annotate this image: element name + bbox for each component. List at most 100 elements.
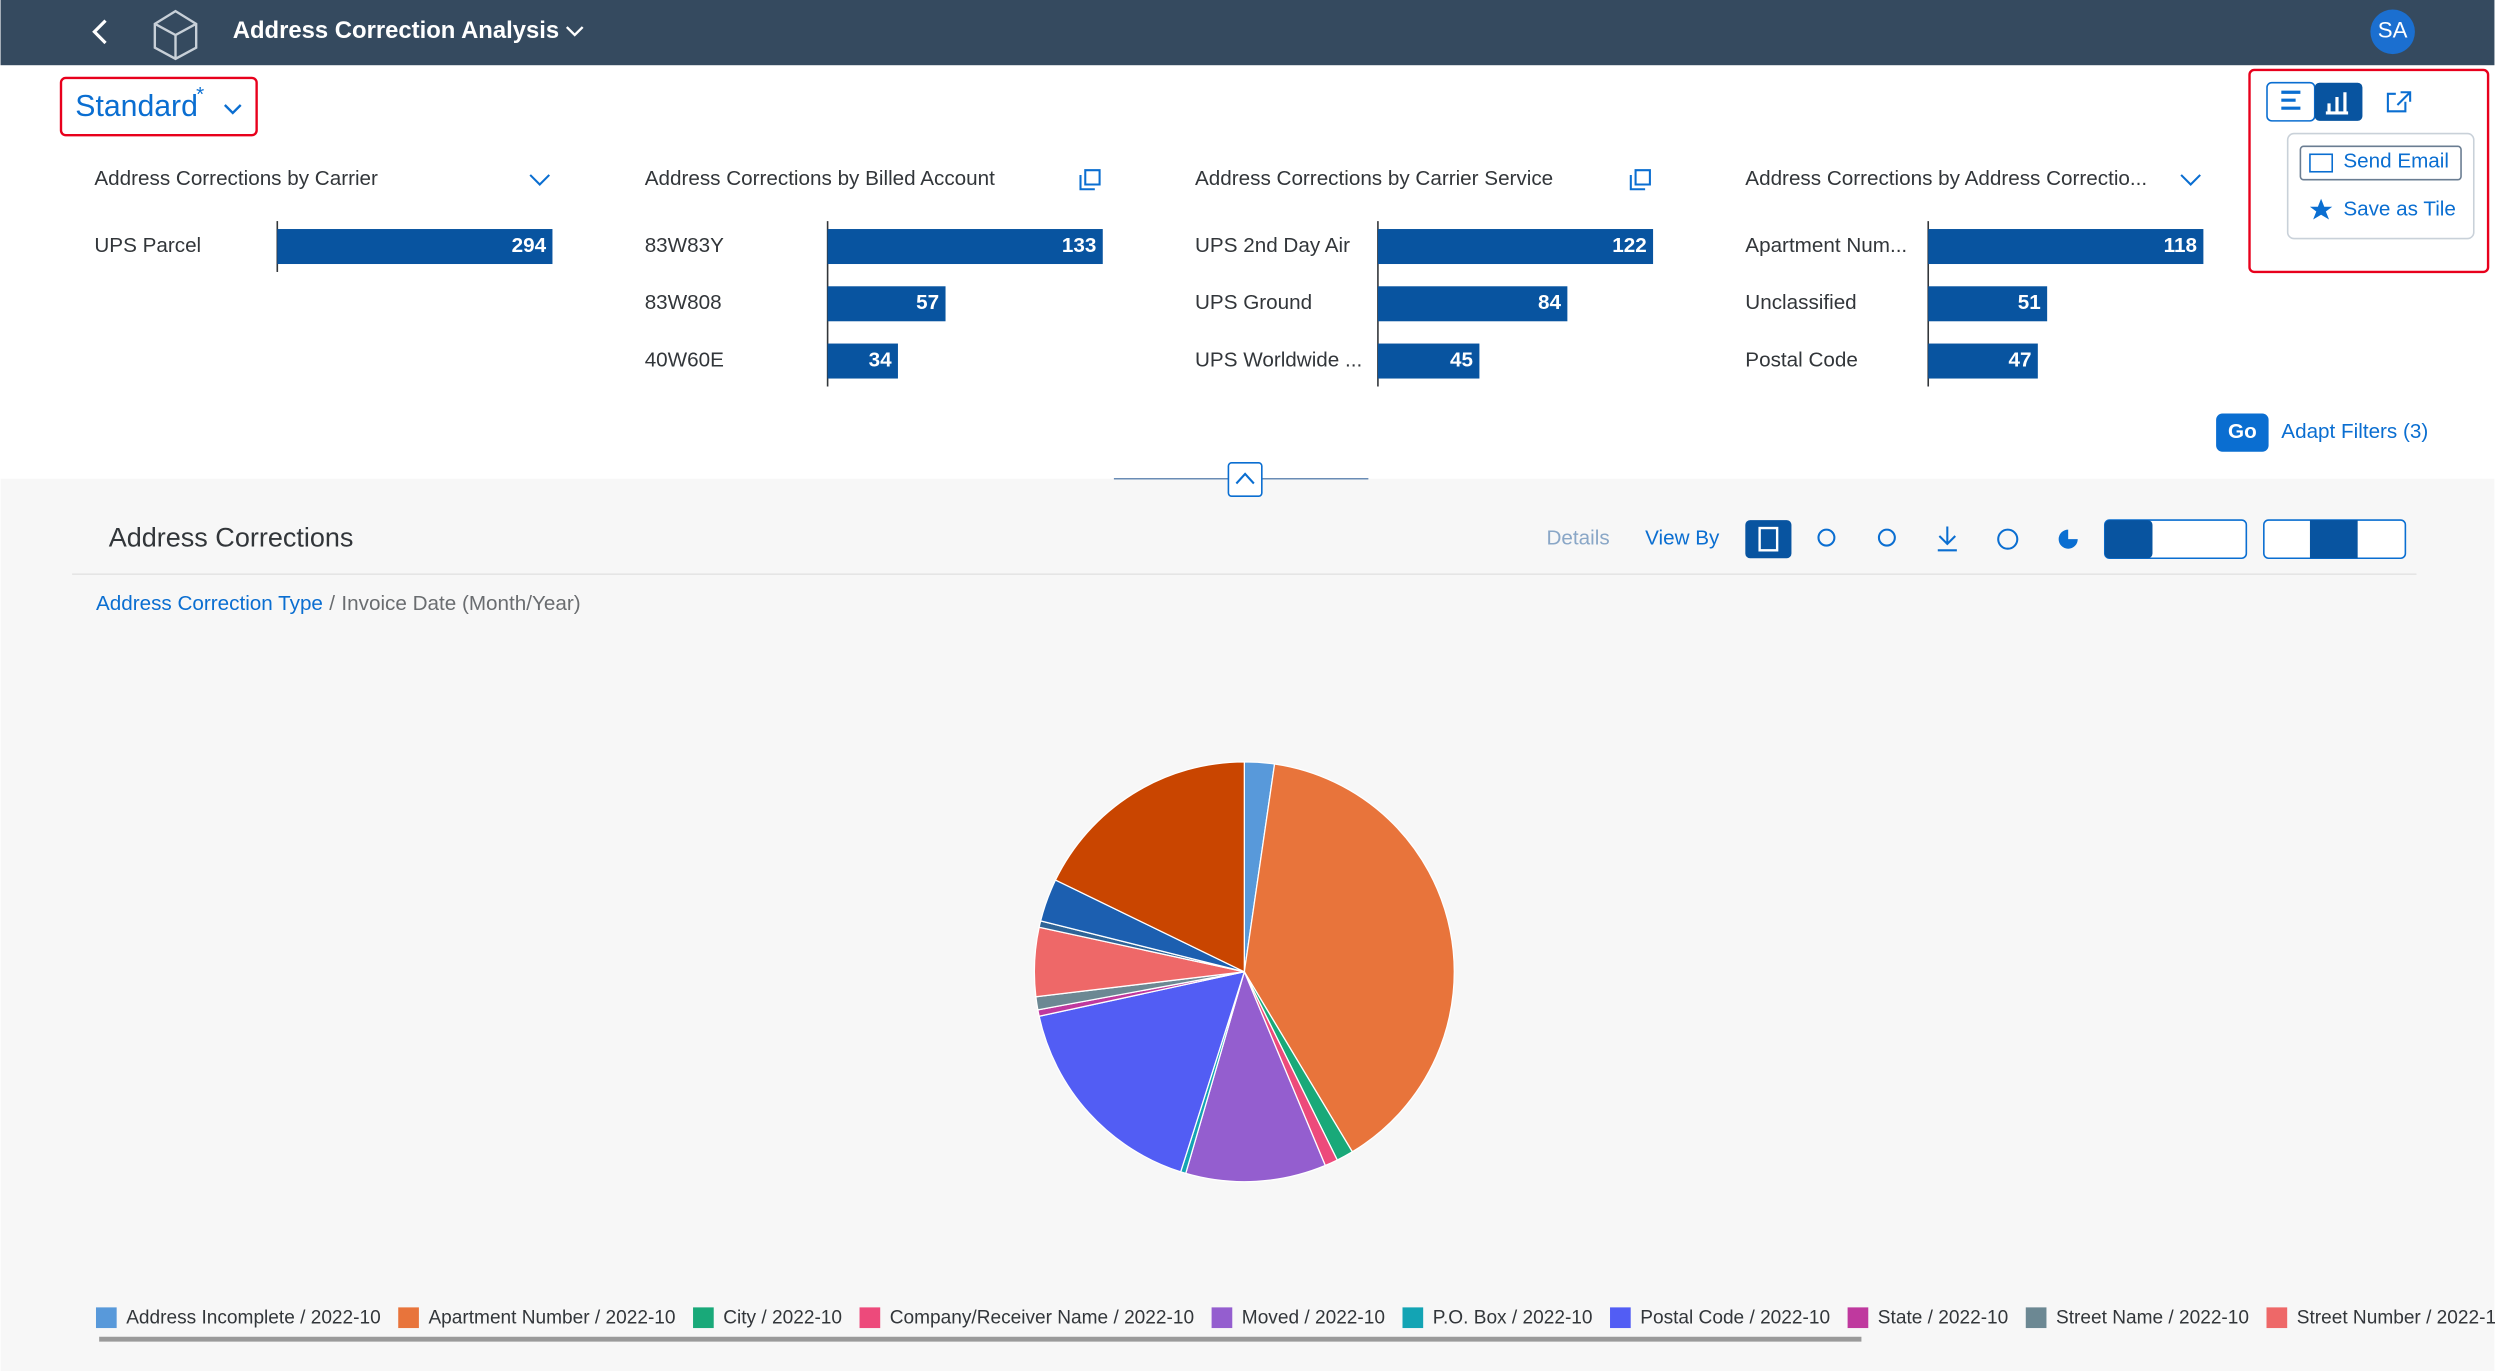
bar-label: UPS 2nd Day Air	[1195, 234, 1350, 257]
segment-selected[interactable]	[2309, 520, 2358, 559]
bar-label: UPS Worldwide ...	[1195, 348, 1362, 371]
details-button[interactable]: Details	[1547, 527, 1610, 550]
bar-label: Apartment Num...	[1745, 234, 1907, 257]
avatar-initials: SA	[2378, 18, 2408, 43]
table-icon	[2281, 90, 2301, 110]
go-label: Go	[2228, 420, 2257, 443]
legend-label: Address Incomplete / 2022-10	[126, 1308, 381, 1329]
legend-swatch	[2025, 1307, 2047, 1329]
pie-chart	[1033, 761, 1455, 1183]
share-popover	[2286, 132, 2475, 240]
legend-label: Postal Code / 2022-10	[1640, 1308, 1830, 1329]
segment-selected[interactable]	[2104, 520, 2153, 559]
dropdown[interactable]	[2180, 174, 2201, 186]
bar-value: 133	[1062, 234, 1096, 257]
settings[interactable]	[1997, 528, 2019, 550]
bar-value: 34	[869, 348, 892, 371]
zoom-in[interactable]	[1817, 528, 1836, 547]
legend-label: Moved / 2022-10	[1242, 1308, 1385, 1329]
legend-label: State / 2022-10	[1878, 1308, 2008, 1329]
variant-menu[interactable]	[223, 104, 242, 115]
pie-slice	[1038, 970, 1246, 1173]
chart-icon	[2325, 92, 2349, 115]
bar-value: 51	[2018, 291, 2041, 314]
legend-label: Street Name / 2022-10	[2056, 1308, 2249, 1329]
bar-value: 84	[1538, 291, 1561, 314]
variant-modified: *	[196, 83, 204, 106]
bar	[277, 229, 553, 265]
legend-label: Company/Receiver Name / 2022-10	[890, 1308, 1194, 1329]
legend-swatch	[1402, 1307, 1424, 1329]
legend-label: Street Number / 2022-10	[2297, 1308, 2495, 1329]
bar-value: 118	[2164, 234, 2197, 257]
collapse-icon	[1235, 472, 1255, 485]
highlight-box	[2248, 68, 2490, 274]
legend-swatch	[95, 1307, 117, 1329]
bar	[827, 286, 946, 322]
title-menu[interactable]	[565, 26, 584, 37]
bar-value: 47	[2008, 348, 2031, 371]
bar	[1928, 343, 2038, 379]
chart-title: Address Corrections	[109, 522, 354, 552]
bar-label: 40W60E	[645, 348, 724, 371]
legend-swatch	[859, 1307, 881, 1329]
chart-type[interactable]	[2058, 529, 2078, 549]
bar	[1928, 286, 2048, 322]
legend-swatch	[1847, 1307, 1869, 1329]
bar	[1928, 229, 2204, 265]
legend-swatch	[693, 1307, 714, 1329]
open-dialog[interactable]	[1629, 169, 1651, 191]
bar-label: Postal Code	[1745, 348, 1858, 371]
breadcrumb-item: /	[329, 592, 335, 615]
bar	[1377, 343, 1480, 379]
pie-slice	[1243, 763, 1455, 1153]
bar-value: 57	[916, 291, 939, 314]
variant-name[interactable]: Standard	[75, 90, 198, 123]
avatar[interactable]	[2370, 9, 2415, 55]
legend-swatch	[1610, 1307, 1631, 1329]
filter-chart-title: Address Corrections by Carrier Service	[1195, 167, 1553, 190]
back-button[interactable]	[92, 19, 107, 45]
menu-item[interactable]: Send Email	[2343, 150, 2449, 173]
tile-icon	[2309, 198, 2333, 220]
shell-bar	[0, 0, 2495, 66]
zoom-out[interactable]	[1877, 528, 1896, 547]
bar-label: UPS Parcel	[94, 234, 201, 257]
bar-label: Unclassified	[1745, 291, 1856, 314]
bar-label: 83W808	[645, 291, 722, 314]
filter-chart-title: Address Corrections by Address Correctio…	[1745, 167, 2147, 190]
legend-swatch	[398, 1307, 419, 1329]
legend: Address Incomplete / 2022-10 Apartment Nu…	[95, 1307, 2495, 1329]
legend-toggle[interactable]	[1745, 520, 1792, 559]
bar-label: UPS Ground	[1195, 291, 1312, 314]
dropdown[interactable]	[529, 174, 551, 186]
legend-icon	[1758, 526, 1779, 552]
menu-item[interactable]: Save as Tile	[2343, 197, 2456, 220]
pie-slice	[1184, 969, 1327, 1183]
bar-label: 83W83Y	[645, 234, 724, 257]
go-button[interactable]	[2216, 413, 2269, 452]
breadcrumb-item[interactable]: Address Correction Type	[96, 592, 323, 615]
adapt-filters[interactable]: Adapt Filters (3)	[2281, 420, 2428, 443]
legend-label: City / 2022-10	[723, 1308, 842, 1329]
share-button[interactable]	[2386, 91, 2412, 113]
legend-label: Apartment Number / 2022-10	[428, 1308, 675, 1329]
legend-swatch	[2266, 1307, 2288, 1329]
download[interactable]	[1937, 526, 1957, 552]
app-title[interactable]: Address Correction Analysis	[233, 17, 559, 44]
legend-label: P.O. Box / 2022-10	[1433, 1308, 1593, 1329]
menu-focus	[2299, 145, 2462, 181]
bar	[827, 343, 898, 379]
open-dialog[interactable]	[1079, 169, 1101, 191]
bar-value: 122	[1612, 234, 1646, 257]
bar-value: 45	[1450, 348, 1473, 371]
filter-charts: Address Corrections by Carrier UPS Parcel…	[94, 167, 2204, 387]
breadcrumb-item: Invoice Date (Month/Year)	[341, 592, 580, 615]
collapse-button[interactable]	[1227, 462, 1263, 498]
pie-slice	[1054, 761, 1245, 973]
view-by-button[interactable]: View By	[1645, 527, 1720, 550]
bar	[1377, 229, 1654, 265]
highlight-box	[59, 76, 258, 137]
